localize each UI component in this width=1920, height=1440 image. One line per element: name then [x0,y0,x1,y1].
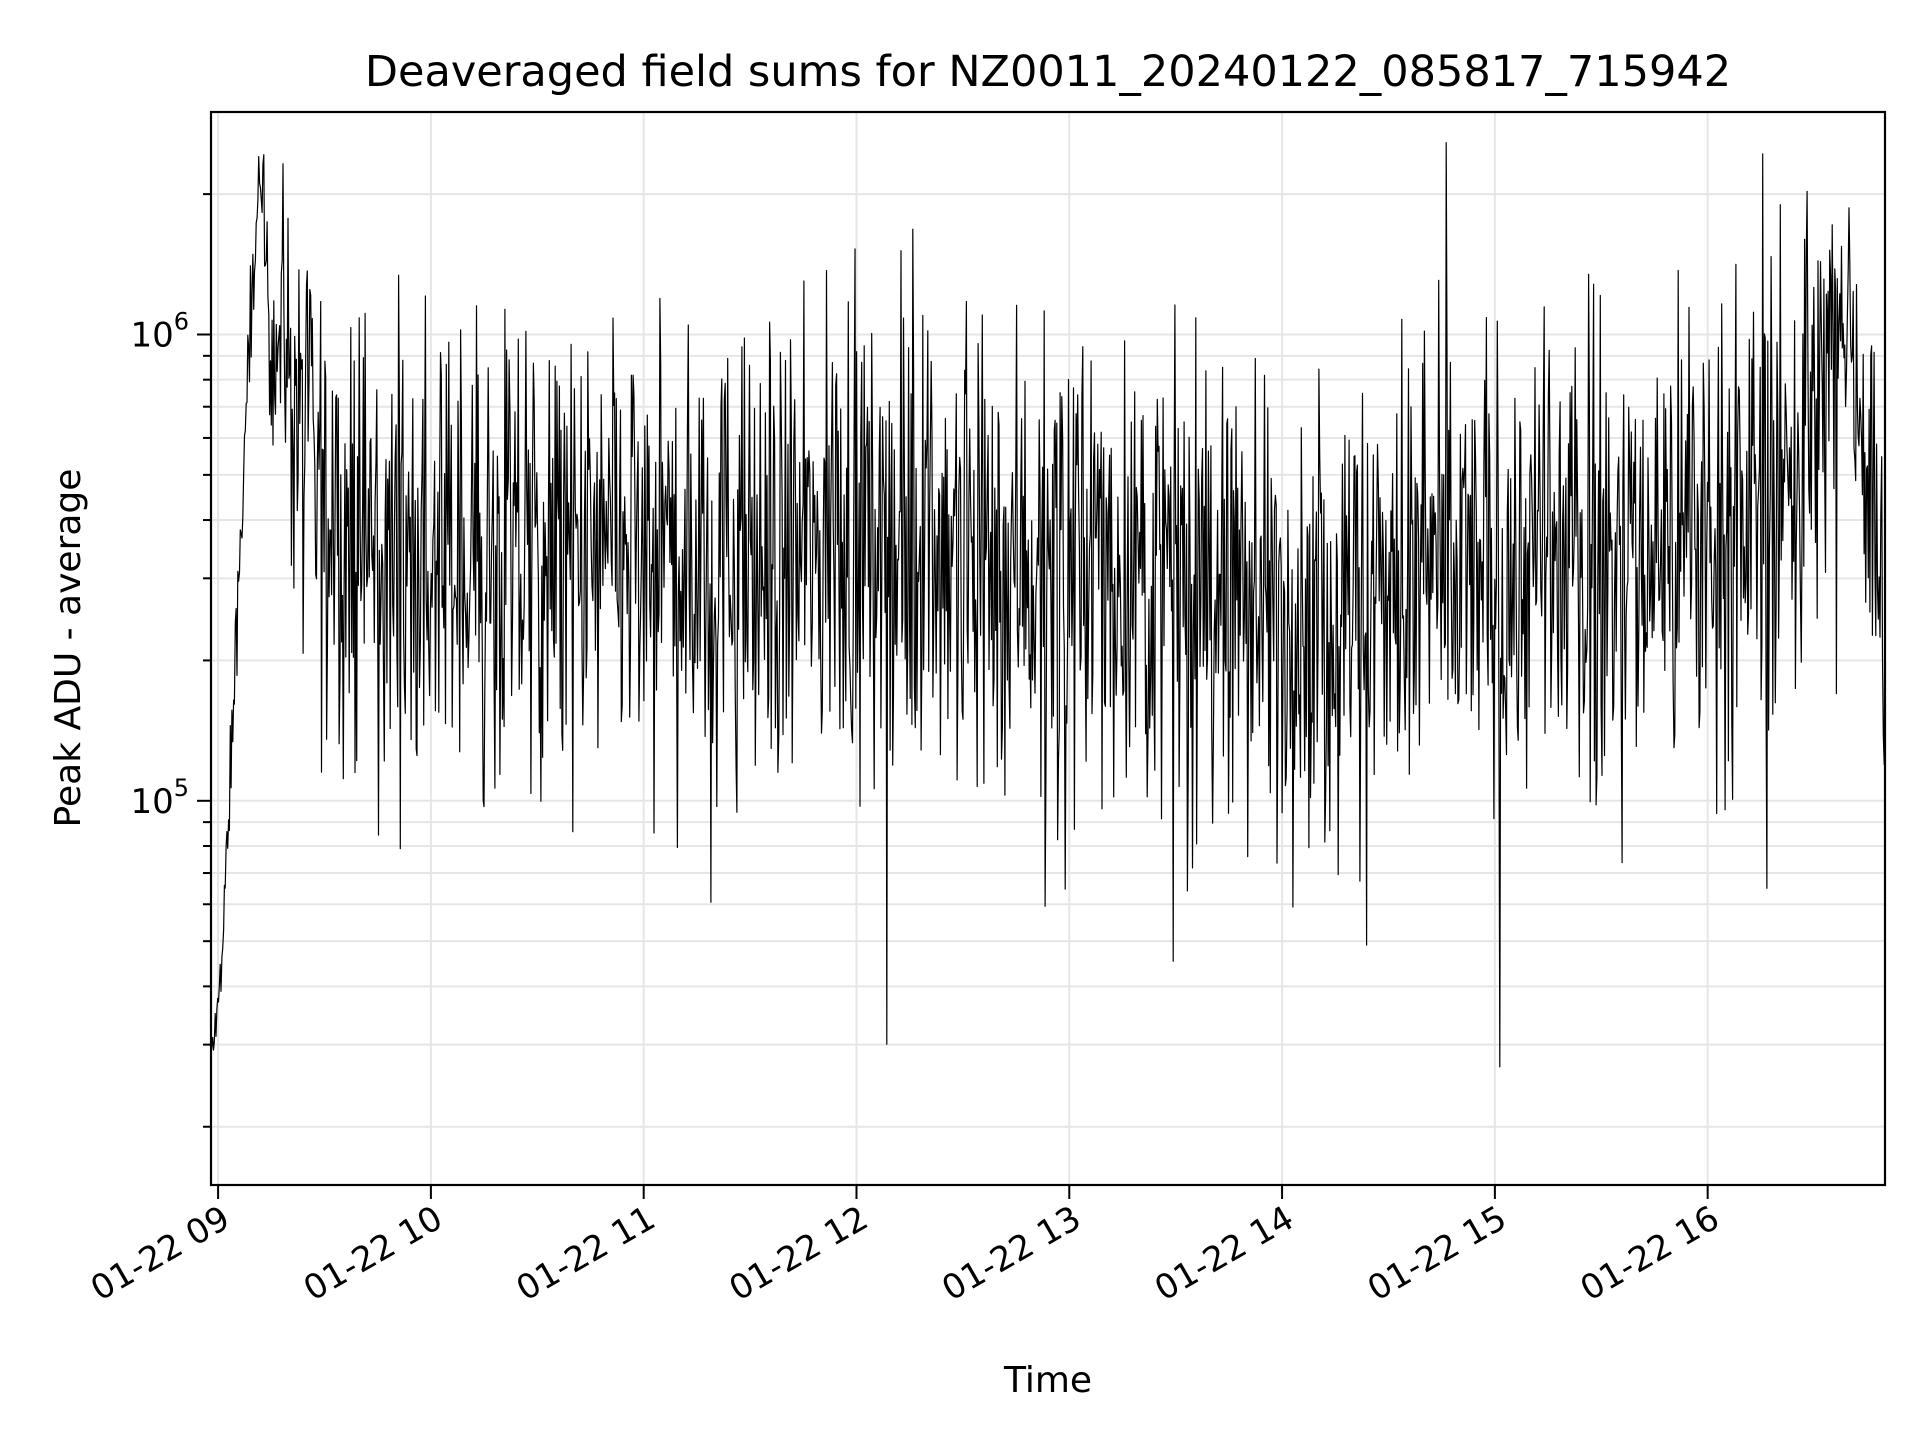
chart-title: Deaveraged field sums for NZ0011_2024012… [365,47,1731,97]
y-axis-label: Peak ADU - average [48,469,89,828]
series-line [210,142,1886,1068]
x-axis-label: Time [1003,1360,1092,1401]
y-tick-label: 105 [130,774,189,822]
y-tick-label-exponent: 5 [174,774,189,802]
y-tick-label-base: 10 [130,782,173,822]
y-tick-label: 106 [130,307,189,355]
y-tick-label-base: 10 [130,315,173,355]
y-tick-label-exponent: 6 [174,307,189,335]
plot-frame [209,110,1887,1187]
series-layer [210,142,1886,1068]
